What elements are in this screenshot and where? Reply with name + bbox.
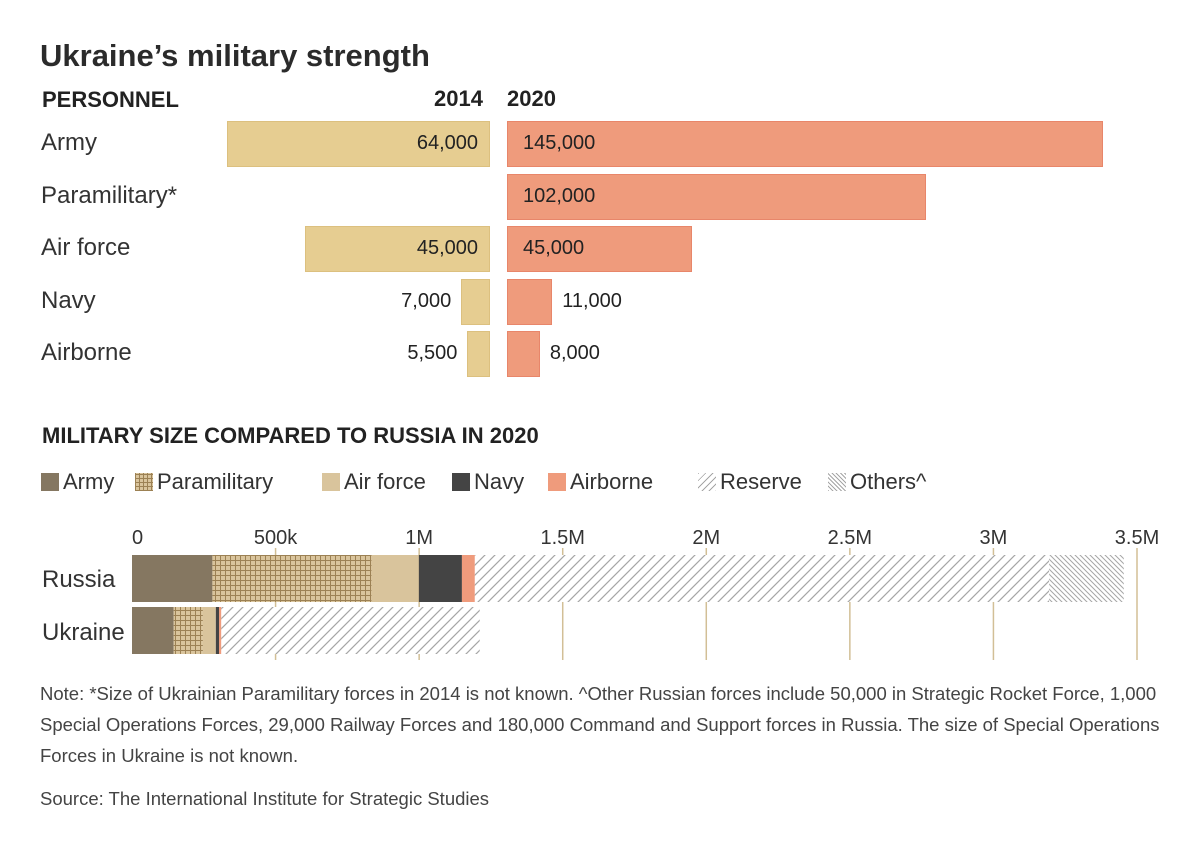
legend-item-army: Army bbox=[41, 469, 115, 494]
bar-2020-label: 145,000 bbox=[523, 132, 596, 154]
legend-label: Air force bbox=[344, 469, 426, 494]
bar-2014-label: 5,500 bbox=[407, 342, 458, 364]
legend-swatch bbox=[828, 473, 846, 491]
bar-2014 bbox=[305, 226, 490, 272]
comparison-chart: 0 500k 1M 1.5M 2M 2.5M 3M 3.5M bbox=[132, 527, 1159, 660]
personnel-heading: PERSONNEL bbox=[42, 87, 179, 112]
bar-segment-russia-others bbox=[1049, 555, 1124, 602]
legend-item-reserve: Reserve bbox=[698, 469, 802, 494]
legend-item-navy: Navy bbox=[452, 469, 525, 494]
legend-swatch bbox=[698, 473, 716, 491]
footnote: Note: *Size of Ukrainian Paramilitary fo… bbox=[40, 683, 1160, 766]
bar-2020-label: 102,000 bbox=[523, 185, 596, 207]
bar-2014-label: 7,000 bbox=[401, 290, 452, 312]
bar-2020-label: 45,000 bbox=[523, 237, 585, 259]
bar-2014 bbox=[226, 121, 490, 167]
legend-swatch bbox=[548, 473, 566, 491]
comparison-heading: MILITARY SIZE COMPARED TO RUSSIA IN 2020 bbox=[42, 423, 539, 448]
x-tick-label: 3.5M bbox=[1115, 527, 1159, 549]
year-label-2014: 2014 bbox=[434, 86, 483, 111]
x-tick-label: 3M bbox=[980, 527, 1008, 549]
bar-segment-russia-airborne bbox=[461, 555, 475, 602]
source: Source: The International Institute for … bbox=[40, 788, 490, 809]
bar-2014-label: 64,000 bbox=[416, 132, 478, 154]
legend-label: Reserve bbox=[720, 469, 802, 494]
bar-2020-label: 11,000 bbox=[562, 290, 622, 312]
chart-title: Ukraine’s military strength bbox=[40, 38, 430, 73]
bar-2014 bbox=[461, 279, 490, 325]
legend-swatch bbox=[41, 473, 59, 491]
x-tick-label: 0 bbox=[132, 527, 143, 549]
legend-swatch bbox=[452, 473, 470, 491]
bar-2020 bbox=[507, 279, 553, 325]
legend-item-paramilitary: Paramilitary bbox=[135, 469, 274, 494]
category-label: Army bbox=[41, 129, 97, 156]
bar-2020-label: 8,000 bbox=[549, 342, 600, 364]
category-label: Air force bbox=[41, 234, 131, 261]
bar-segment-ukraine-air-force bbox=[202, 607, 216, 654]
bar-segment-russia-reserve bbox=[474, 555, 1050, 602]
legend-item-air-force: Air force bbox=[322, 469, 426, 494]
bar-segment-russia-navy bbox=[418, 555, 462, 602]
legend-swatch bbox=[135, 473, 153, 491]
legend-label: Paramilitary bbox=[157, 469, 274, 494]
bar-segment-ukraine-reserve bbox=[221, 607, 480, 654]
bar-segment-ukraine-army bbox=[132, 607, 174, 654]
bar-segment-ukraine-navy bbox=[215, 607, 220, 654]
legend-label: Airborne bbox=[570, 469, 654, 494]
legend-label: Army bbox=[63, 469, 115, 494]
x-tick-label: 1.5M bbox=[540, 527, 584, 549]
legend-item-others: Others^ bbox=[828, 469, 927, 494]
legend-label: Navy bbox=[474, 469, 525, 494]
bar-segment-ukraine-airborne bbox=[219, 607, 222, 654]
bar-2020 bbox=[507, 121, 1103, 167]
bar-segment-russia-paramilitary bbox=[212, 555, 372, 602]
bar-2020 bbox=[507, 226, 692, 272]
legend-label: Others^ bbox=[850, 469, 927, 494]
bar-segment-ukraine-paramilitary bbox=[173, 607, 203, 654]
bar-2014 bbox=[467, 331, 490, 377]
bar-segment-russia-air-force bbox=[371, 555, 419, 602]
category-label: Airborne bbox=[41, 339, 132, 366]
category-russia: Russia bbox=[42, 566, 116, 593]
x-tick-label: 2.5M bbox=[828, 527, 872, 549]
bar-segment-russia-army bbox=[132, 555, 213, 602]
category-ukraine: Ukraine bbox=[42, 619, 125, 646]
bar-2020 bbox=[507, 331, 540, 377]
legend-swatch bbox=[322, 473, 340, 491]
x-tick-label: 2M bbox=[692, 527, 720, 549]
bar-2014-label: 45,000 bbox=[416, 237, 478, 259]
x-tick-label: 1M bbox=[405, 527, 433, 549]
category-label: Navy bbox=[41, 287, 96, 314]
bar-2020 bbox=[507, 174, 927, 220]
legend-item-airborne: Airborne bbox=[548, 469, 654, 494]
x-tick-label: 500k bbox=[254, 527, 298, 549]
year-label-2020: 2020 bbox=[507, 86, 556, 111]
category-label: Paramilitary* bbox=[41, 182, 178, 209]
